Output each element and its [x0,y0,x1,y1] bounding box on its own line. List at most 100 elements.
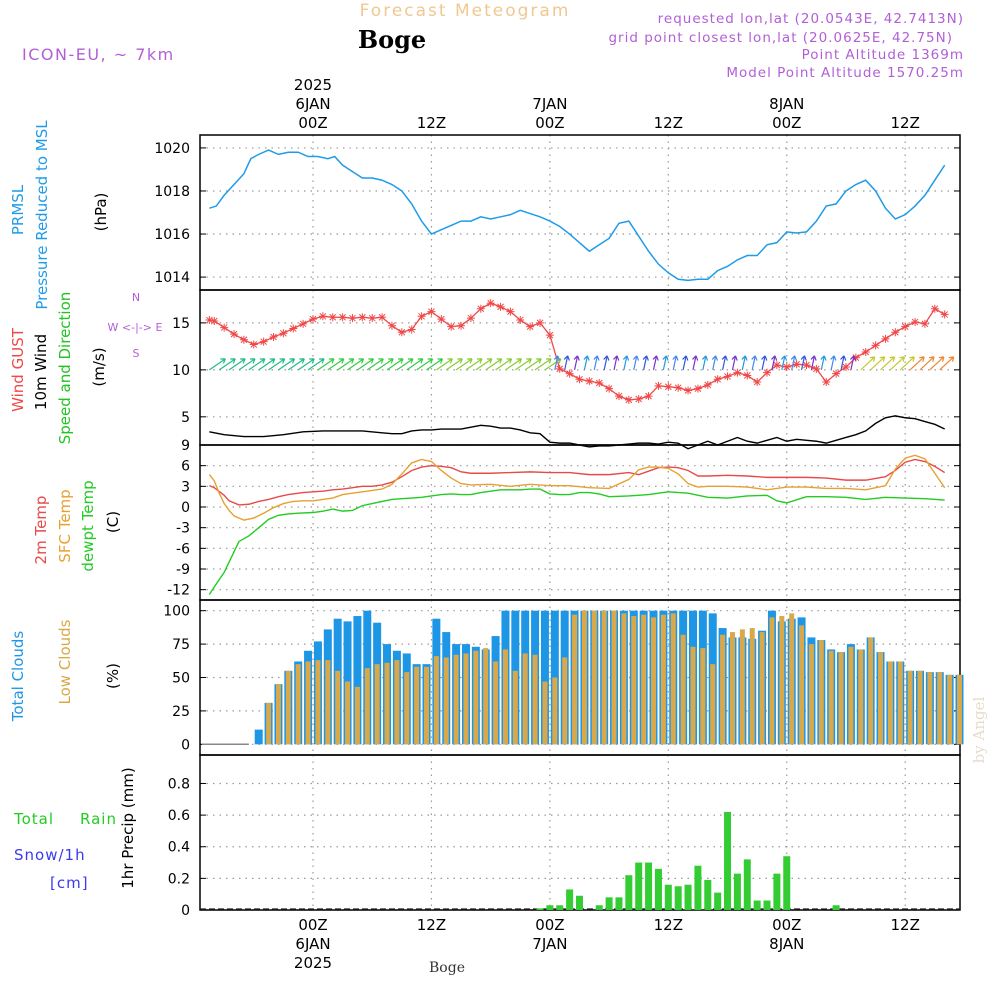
low-clouds-bar [483,648,489,745]
time-label-bottom: 00Z [772,916,801,934]
low-clouds-bar [710,664,716,745]
rain-bar [605,897,613,910]
rain-bar [753,900,761,910]
gust-marker [486,299,495,308]
gust-marker [585,377,594,386]
wind-direction-arrow [919,356,935,371]
low-clouds-bar [937,672,943,745]
wind-direction-arrow [613,355,620,370]
wind-direction-arrow [860,356,876,371]
rain-bar [763,900,771,910]
wind-direction-arrow [652,355,659,370]
wind-direction-arrow [692,355,699,370]
time-label-bottom: 8JAN [769,935,804,953]
low-clouds-bar [433,656,439,745]
wind-direction-arrow [711,355,719,370]
label-total-clouds: Total Clouds [9,631,27,723]
wind-panel: 5 10 15 [172,289,961,450]
gust-marker [871,341,880,350]
rain-bar [664,884,672,910]
gust-marker [595,379,604,387]
rain-bar [615,897,623,910]
wind-direction-arrow [268,358,286,371]
wind-direction-arrow [632,355,640,370]
gust-marker [387,321,396,330]
low-clouds-bar [315,660,321,745]
wind-direction-arrow [366,358,384,371]
total-clouds-bar [353,616,362,745]
gust-marker [644,392,653,401]
temperature-ytick-label: -12 [167,583,190,599]
gust-marker [693,384,702,393]
low-clouds-bar [868,637,874,745]
station-title: Boge [358,25,426,54]
clouds-ytick-label: 50 [172,671,190,687]
wind10m-line [209,415,945,450]
low-clouds-bar [838,652,844,745]
rain-bar [546,905,554,910]
low-clouds-bar [720,634,726,745]
low-clouds-bar [700,648,706,745]
wind-direction-arrow [524,358,542,371]
low-clouds-bar [858,649,864,745]
compass-s: S [133,347,140,360]
low-clouds-bar [907,670,913,745]
wind-direction-arrow [327,358,345,371]
gust-marker [624,395,633,404]
rain-bar [595,905,603,910]
low-clouds-bar [473,650,479,745]
time-label-bottom: 2025 [294,954,332,972]
dewpt-line [208,488,945,595]
low-clouds-bar [680,634,686,745]
low-clouds-bar [759,632,765,745]
low-clouds-bar [443,657,449,745]
gust-marker [940,310,949,319]
gust-marker [466,314,475,323]
wind-direction-arrow [741,355,748,370]
wind-direction-arrow [830,355,837,370]
wind-ytick-label: 10 [172,363,190,379]
wind-direction-arrow [929,356,945,371]
low-clouds-bar [542,681,548,745]
wind-direction-arrow [278,358,296,371]
temperature-ytick-label: 6 [181,459,190,475]
label-ms: (m/s) [90,347,108,386]
gust-marker [782,363,791,372]
wind-direction-arrow [662,355,669,370]
pressure-ytick-label: 1020 [154,141,190,157]
rain-bar [743,859,751,910]
gust-marker [575,375,584,384]
wind-direction-arrow [396,358,414,371]
gust-marker [664,382,673,391]
label-rain: Rain [80,810,117,828]
pressure-side-labels: PRMSL Pressure Reduced to MSL (hPa) [9,120,110,310]
wind-direction-arrow [218,358,236,371]
low-clouds-bar [581,610,587,745]
low-clouds-bar [305,661,311,745]
gust-marker [259,337,268,346]
temperature-side-labels: 2m Temp SFC Temp dewpt Temp (C) [32,480,122,571]
wind-direction-arrow [761,355,768,370]
label-percent: (%) [104,663,122,689]
wind-direction-arrow [771,355,778,370]
wind-direction-arrow [347,358,365,371]
rain-bar [773,873,781,910]
wind-direction-arrow [800,355,807,370]
temperature-ytick-label: -6 [176,541,190,557]
low-clouds-bar [522,653,528,745]
gust-marker [901,322,910,331]
gust-marker [832,369,841,378]
rain-bar [566,889,574,910]
precip-side-labels: Total Rain Snow/1h [cm] 1hr Precip (mm) [13,767,137,892]
rain-bar [694,865,702,910]
wind-direction-arrow [317,358,335,371]
wind-direction-arrow [455,358,473,371]
gust-marker [220,323,229,332]
low-clouds-bar [947,674,953,745]
grid-point-coords: grid point closest lon,lat (20.0625E, 42… [608,30,953,46]
wind-direction-arrow [849,355,857,370]
low-clouds-bar [739,629,745,745]
gust-marker [555,364,564,373]
